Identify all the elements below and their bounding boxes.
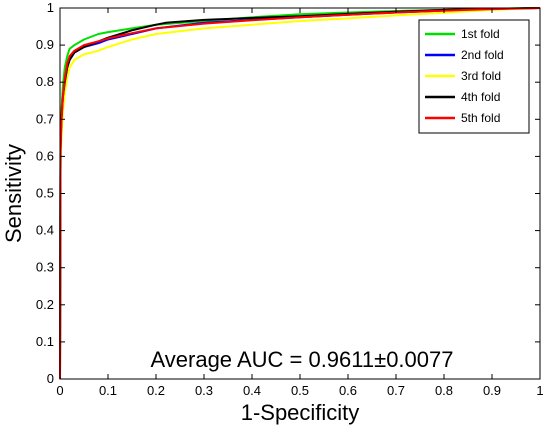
x-tick-label: 0.7	[387, 383, 405, 398]
x-tick-label: 0.4	[243, 383, 261, 398]
x-tick-label: 0.9	[483, 383, 501, 398]
x-tick-label: 0.6	[339, 383, 357, 398]
y-tick-label: 0	[47, 371, 54, 386]
x-tick-label: 0.5	[291, 383, 309, 398]
x-tick-label: 0.3	[195, 383, 213, 398]
x-tick-label: 0.1	[99, 383, 117, 398]
legend: 1st fold 2nd fold 3rd fold 4th fold 5th fold	[418, 19, 530, 134]
x-axis-label: 1-Specificity	[241, 400, 360, 425]
roc-curves	[59, 7, 541, 380]
legend-label: 2nd fold	[461, 48, 504, 62]
series-line-5	[59, 7, 541, 380]
series-line-3	[59, 7, 541, 380]
y-tick-label: 0.6	[36, 148, 54, 163]
y-tick-label: 1	[47, 0, 54, 15]
y-axis-label: Sensitivity	[1, 144, 26, 243]
y-tick-label: 0.7	[36, 111, 54, 126]
y-tick-label: 0.1	[36, 334, 54, 349]
y-tick-label: 0.4	[36, 223, 54, 238]
y-tick-label: 0.8	[36, 74, 54, 89]
legend-label: 5th fold	[461, 111, 500, 125]
x-tick-label: 0.8	[435, 383, 453, 398]
legend-label: 3rd fold	[461, 69, 501, 83]
legend-label: 1st fold	[461, 27, 500, 41]
y-tick-label: 0.3	[36, 260, 54, 275]
legend-label: 4th fold	[461, 90, 500, 104]
y-tick-label: 0.5	[36, 186, 54, 201]
x-tick-label: 0.2	[147, 383, 165, 398]
x-tick-label: 1	[536, 383, 543, 398]
axis-ticks: 0 0.1 0.2 0.3 0.4 0.5 0.6 0.7 0.8 0.9 1 0 0.1 0.2 0.3 0…	[36, 0, 544, 398]
y-tick-label: 0.2	[36, 297, 54, 312]
x-tick-label: 0	[56, 383, 63, 398]
y-tick-label: 0.9	[36, 37, 54, 52]
auc-annotation: Average AUC = 0.9611±0.0077	[151, 347, 454, 372]
